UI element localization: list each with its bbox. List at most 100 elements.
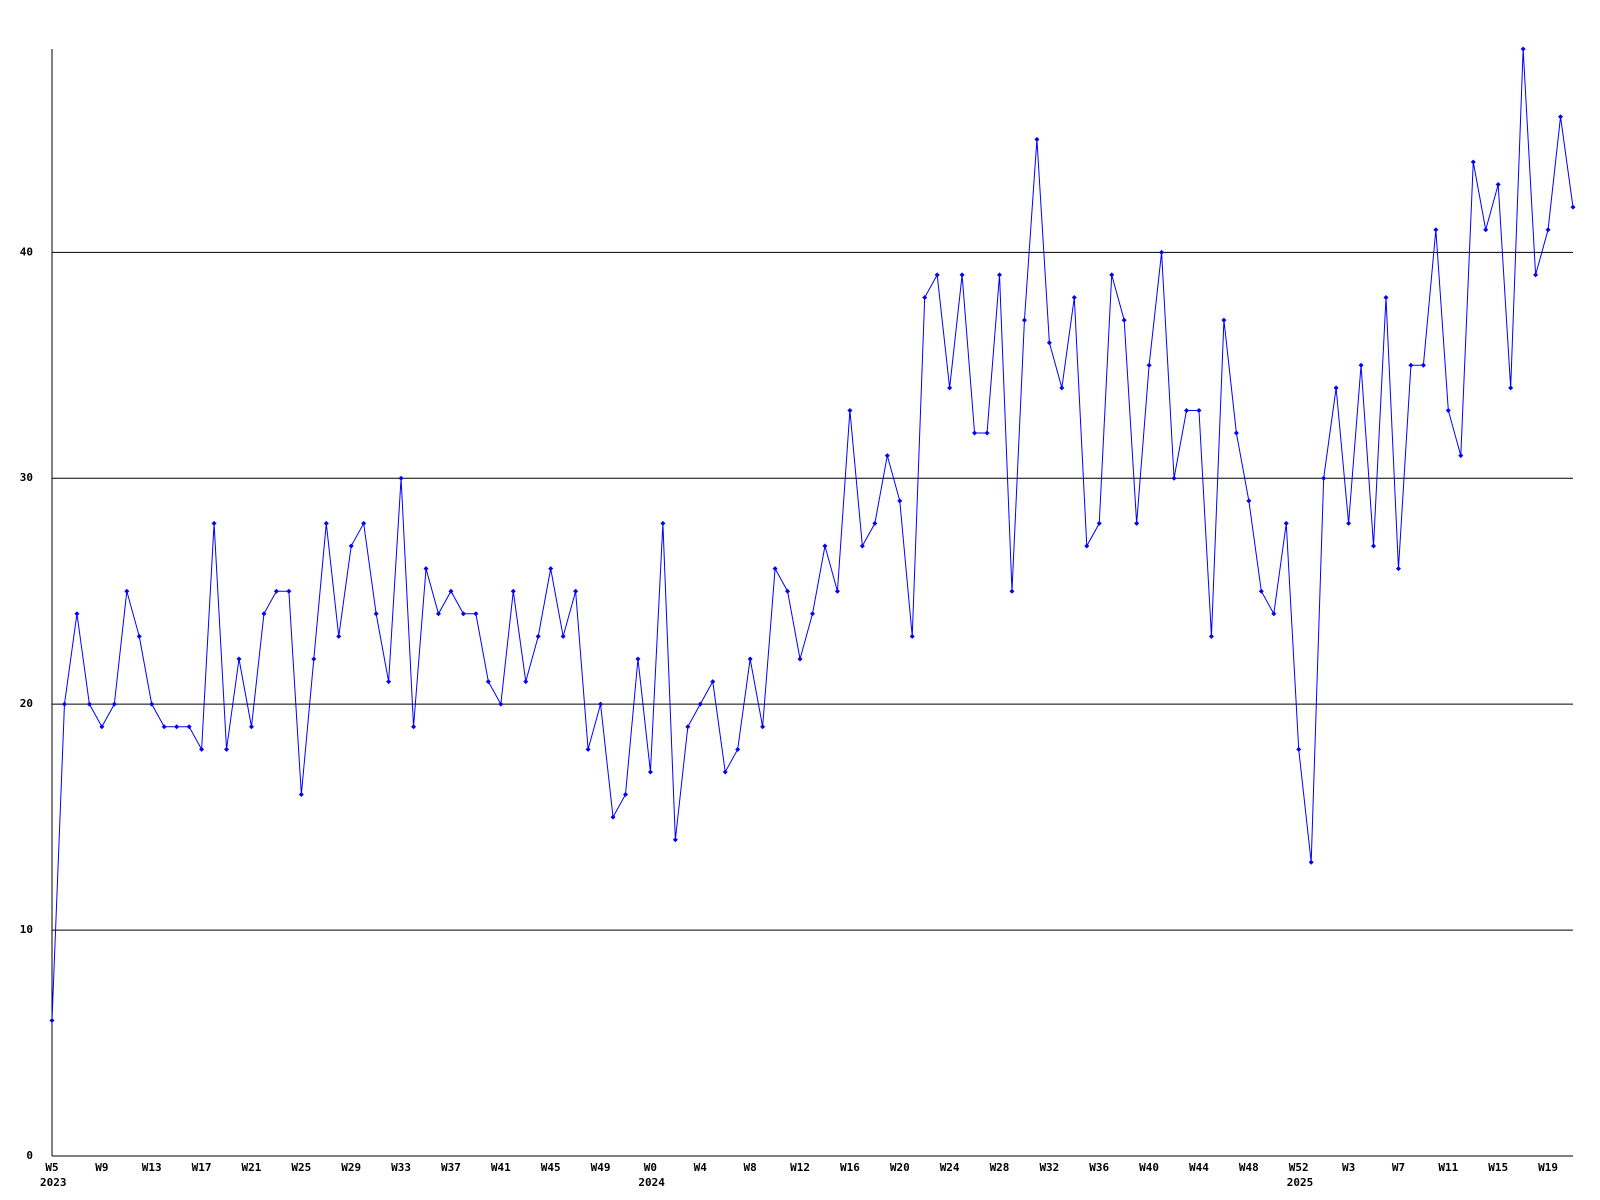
x-tick-label: W11: [1438, 1161, 1458, 1174]
x-tick-label: W5: [45, 1161, 58, 1174]
marker: [922, 295, 928, 301]
marker: [984, 430, 990, 436]
marker: [373, 611, 379, 617]
marker: [1333, 385, 1339, 391]
marker: [585, 746, 591, 752]
marker: [86, 701, 92, 707]
marker: [61, 701, 67, 707]
marker: [49, 1017, 55, 1023]
x-tick-label: W37: [441, 1161, 461, 1174]
marker: [1470, 159, 1476, 165]
x-tick-label: W8: [744, 1161, 757, 1174]
marker: [1258, 588, 1264, 594]
marker: [460, 611, 466, 617]
marker: [847, 407, 853, 413]
marker: [1171, 475, 1177, 481]
x-tick-label: W40: [1139, 1161, 1159, 1174]
marker: [897, 498, 903, 504]
x-tick-label: W12: [790, 1161, 810, 1174]
x-year-label: 2024: [638, 1176, 665, 1189]
y-tick-label: 40: [20, 245, 33, 258]
x-tick-label: W49: [591, 1161, 611, 1174]
marker: [1046, 340, 1052, 346]
marker: [760, 724, 766, 730]
marker: [1233, 430, 1239, 436]
marker: [785, 588, 791, 594]
x-tick-label: W32: [1039, 1161, 1059, 1174]
x-tick-label: W0: [644, 1161, 657, 1174]
marker: [336, 633, 342, 639]
marker: [722, 769, 728, 775]
x-tick-label: W33: [391, 1161, 411, 1174]
marker: [735, 746, 741, 752]
marker: [697, 701, 703, 707]
marker: [1208, 633, 1214, 639]
y-tick-label: 20: [20, 697, 33, 710]
marker: [598, 701, 604, 707]
marker: [1533, 272, 1539, 278]
marker: [423, 566, 429, 572]
marker: [1221, 317, 1227, 323]
marker: [1483, 227, 1489, 233]
marker: [909, 633, 915, 639]
marker: [1445, 407, 1451, 413]
x-tick-label: W48: [1239, 1161, 1259, 1174]
marker: [224, 746, 230, 752]
marker: [261, 611, 267, 617]
marker: [1558, 114, 1564, 120]
y-tick-label: 30: [20, 471, 33, 484]
line: [51, 48, 1574, 1021]
marker: [647, 769, 653, 775]
x-tick-label: W25: [291, 1161, 311, 1174]
x-tick-label: W4: [694, 1161, 708, 1174]
x-tick-label: W13: [142, 1161, 162, 1174]
marker: [1508, 385, 1514, 391]
marker: [710, 679, 716, 685]
marker: [161, 724, 167, 730]
marker: [747, 656, 753, 662]
marker: [622, 792, 628, 798]
marker: [111, 701, 117, 707]
marker: [174, 724, 180, 730]
x-tick-label: W21: [242, 1161, 262, 1174]
marker: [1408, 362, 1414, 368]
x-tick-label: W20: [890, 1161, 910, 1174]
marker: [323, 520, 329, 526]
marker: [1096, 520, 1102, 526]
marker: [448, 588, 454, 594]
marker: [934, 272, 940, 278]
marker: [199, 746, 205, 752]
marker: [859, 543, 865, 549]
marker: [872, 520, 878, 526]
marker: [1495, 182, 1501, 188]
marker: [1184, 407, 1190, 413]
marker: [772, 566, 778, 572]
marker: [510, 588, 516, 594]
marker: [411, 724, 417, 730]
marker: [1395, 566, 1401, 572]
marker: [1545, 227, 1551, 233]
marker: [972, 430, 978, 436]
marker: [211, 520, 217, 526]
marker: [485, 679, 491, 685]
marker: [959, 272, 965, 278]
marker: [822, 543, 828, 549]
marker: [1570, 204, 1576, 210]
marker: [1034, 136, 1040, 142]
marker: [473, 611, 479, 617]
marker: [1134, 520, 1140, 526]
x-tick-label: W24: [940, 1161, 960, 1174]
marker: [947, 385, 953, 391]
marker: [1383, 295, 1389, 301]
marker: [1283, 520, 1289, 526]
x-tick-label: W45: [541, 1161, 561, 1174]
x-tick-label: W16: [840, 1161, 860, 1174]
marker: [1159, 249, 1165, 255]
marker: [560, 633, 566, 639]
marker: [635, 656, 641, 662]
marker: [1271, 611, 1277, 617]
marker: [1246, 498, 1252, 504]
marker: [361, 520, 367, 526]
y-tick-label: 0: [26, 1149, 33, 1162]
